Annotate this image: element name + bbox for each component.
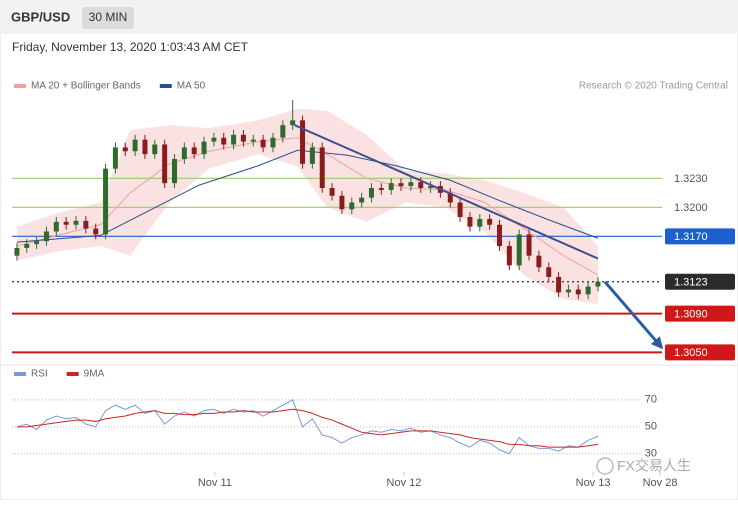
y-tick-label: 30 xyxy=(645,448,657,460)
candle-body xyxy=(270,137,276,148)
candle-body xyxy=(359,197,365,203)
candle-body xyxy=(546,267,552,277)
candle-body xyxy=(516,234,522,266)
y-tick-label: 70 xyxy=(645,394,657,406)
candle-body xyxy=(565,289,571,293)
candle-body xyxy=(487,218,493,225)
watermark-icon xyxy=(596,457,614,475)
candle-body xyxy=(349,202,355,210)
candle-body xyxy=(467,217,473,227)
candle-body xyxy=(428,186,434,188)
candle-body xyxy=(53,221,59,232)
candle-body xyxy=(300,120,306,164)
candle-body xyxy=(526,234,532,256)
level-label: 1.3123 xyxy=(674,277,708,289)
candle-body xyxy=(447,192,453,203)
legend-swatch xyxy=(14,84,26,88)
level-label-box xyxy=(665,228,735,245)
candle-body xyxy=(43,231,49,242)
timeframe-badge[interactable] xyxy=(82,7,134,29)
level-label: 1.3200 xyxy=(674,202,708,214)
candle-body xyxy=(231,134,237,145)
level-label: 1.3170 xyxy=(674,231,708,243)
watermark: FX交易人生 xyxy=(617,458,691,474)
candle-body xyxy=(309,147,315,164)
candle-body xyxy=(378,188,384,190)
candle-body xyxy=(73,220,79,225)
level-label-box xyxy=(665,344,735,361)
level-label-box xyxy=(665,305,735,322)
legend-label: MA 20 + Bollinger Bands xyxy=(31,81,141,92)
candle-body xyxy=(83,220,89,229)
candle-body xyxy=(477,218,483,227)
candle-body xyxy=(122,147,128,152)
candle-body xyxy=(506,246,512,266)
candle-body xyxy=(585,286,591,295)
candle-body xyxy=(250,139,256,142)
candle-body xyxy=(103,168,109,235)
y-tick-label: 50 xyxy=(645,421,657,433)
candle-body xyxy=(181,147,187,159)
credit: Research © 2020 Trading Central xyxy=(579,81,728,92)
candle-body xyxy=(152,144,158,155)
level-label: 1.3090 xyxy=(674,309,708,321)
symbol: GBP/USD xyxy=(11,9,70,24)
rsi-line xyxy=(16,399,599,455)
candle-body xyxy=(368,188,374,198)
x-tick-label: Nov 11 xyxy=(198,477,232,489)
candle-body xyxy=(24,244,30,248)
rsi-line xyxy=(16,408,599,448)
candle-body xyxy=(290,120,296,126)
legend-swatch xyxy=(66,372,79,376)
candle-body xyxy=(172,159,177,184)
legend-label: MA 50 xyxy=(177,81,206,92)
candle-body xyxy=(240,134,246,142)
candle-body xyxy=(319,147,325,188)
candle-body xyxy=(497,224,502,246)
candle-body xyxy=(221,137,227,145)
candle-body xyxy=(556,276,562,293)
candle-body xyxy=(201,141,207,155)
trend-line xyxy=(294,124,599,260)
candle-body xyxy=(398,183,404,187)
candle-body xyxy=(93,228,99,235)
legend-label: RSI xyxy=(31,369,48,380)
candle-body xyxy=(595,281,601,287)
candle-body xyxy=(339,195,345,210)
candle-body xyxy=(162,144,168,184)
legend-swatch xyxy=(14,372,26,376)
candle-body xyxy=(418,182,424,188)
candle-body xyxy=(408,182,414,187)
candle-body xyxy=(14,247,20,256)
candle-body xyxy=(388,183,394,190)
timeframe[interactable]: 30 MIN xyxy=(89,10,128,24)
candle-body xyxy=(329,188,335,196)
forecast-arrow xyxy=(603,280,664,350)
candle-body xyxy=(280,125,286,138)
candle-body xyxy=(132,139,138,152)
legend-label: 9MA xyxy=(84,369,105,380)
candle-body xyxy=(211,137,217,142)
x-tick-label: Nov 12 xyxy=(387,477,422,489)
candle-body xyxy=(536,255,542,268)
candle-body xyxy=(142,139,148,155)
timestamp: Friday, November 13, 2020 1:03:43 AM CET xyxy=(12,40,249,54)
candle-body xyxy=(457,202,463,217)
level-label: 1.3230 xyxy=(674,173,708,185)
level-label-box xyxy=(665,273,735,290)
candle-body xyxy=(34,241,40,245)
candle-body xyxy=(191,147,197,155)
candle-body xyxy=(112,147,118,169)
candle-body xyxy=(575,289,581,295)
x-tick-label: Nov 13 xyxy=(576,477,611,489)
candle-body xyxy=(260,139,266,148)
candle-body xyxy=(63,221,69,225)
x-tick-label: Nov 28 xyxy=(643,477,678,489)
legend-swatch xyxy=(159,84,172,88)
level-label: 1.3050 xyxy=(674,347,708,359)
